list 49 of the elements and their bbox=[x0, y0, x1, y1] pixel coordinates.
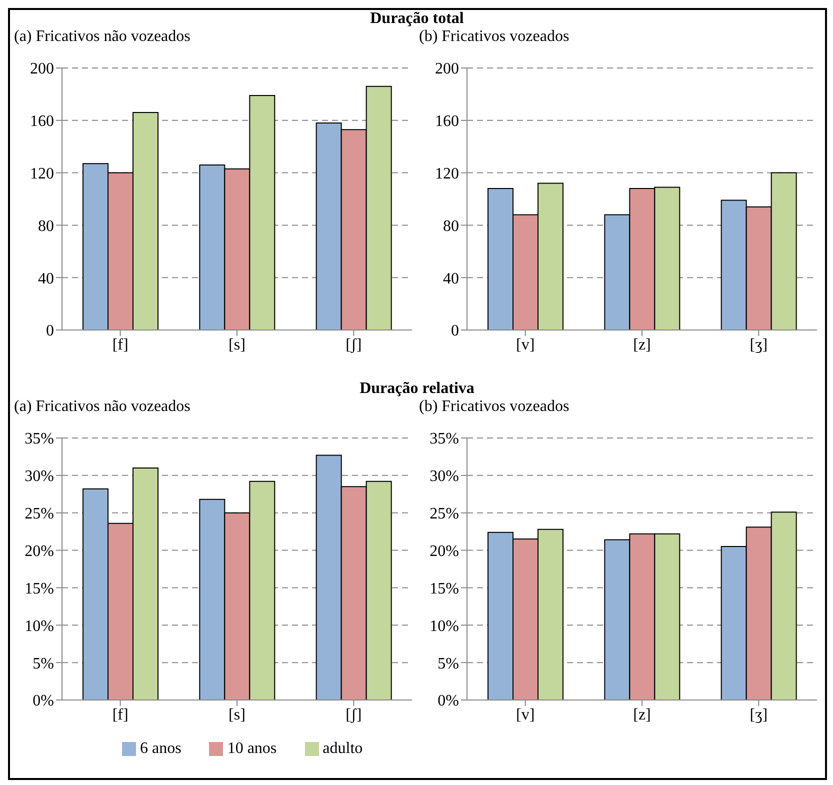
y-tick-label: 0 bbox=[451, 322, 459, 340]
chart-subtitle: (a) Fricativos não vozeados bbox=[14, 398, 190, 416]
x-tick-label: [s] bbox=[228, 336, 246, 354]
y-tick-label: 0% bbox=[438, 692, 459, 710]
y-tick-label: 120 bbox=[435, 165, 459, 182]
y-tick-label: 25% bbox=[430, 506, 459, 523]
x-tick-label: [ʃ] bbox=[346, 706, 362, 724]
y-tick-label: 20% bbox=[24, 542, 54, 560]
chart-title: Duração relativa bbox=[358, 380, 476, 398]
y-tick-label: 200 bbox=[30, 60, 54, 78]
chart-subtitle: (b) Fricativos vozeados bbox=[419, 28, 570, 46]
y-tick-label: 120 bbox=[30, 165, 54, 182]
y-tick-label: 0 bbox=[46, 322, 54, 340]
y-tick-label: 30% bbox=[430, 468, 459, 486]
y-tick-label: 35% bbox=[430, 430, 459, 448]
x-tick-label: [z] bbox=[633, 336, 651, 354]
x-tick-label: [ʒ] bbox=[750, 336, 768, 354]
y-tick-label: 40 bbox=[38, 270, 54, 288]
chart-subtitle: (a) Fricativos não vozeados bbox=[14, 28, 190, 46]
y-tick-label: 10% bbox=[430, 618, 459, 635]
y-tick-label: 15% bbox=[24, 580, 54, 598]
x-tick-label: [s] bbox=[228, 706, 246, 724]
y-tick-label: 80 bbox=[443, 218, 459, 235]
y-tick-label: 20% bbox=[430, 542, 459, 560]
y-tick-label: 35% bbox=[24, 430, 54, 448]
legend-label: adulto bbox=[322, 740, 363, 758]
y-tick-label: 0% bbox=[32, 692, 54, 710]
x-tick-label: [ʃ] bbox=[346, 336, 362, 354]
x-tick-label: [z] bbox=[633, 706, 651, 724]
x-tick-label: [f] bbox=[112, 336, 128, 354]
legend-label: 10 anos bbox=[227, 740, 277, 758]
chart-title: Duração total bbox=[369, 10, 465, 28]
y-tick-label: 200 bbox=[435, 60, 459, 78]
x-tick-label: [f] bbox=[112, 706, 128, 724]
y-tick-label: 15% bbox=[430, 580, 459, 598]
y-tick-label: 10% bbox=[24, 618, 54, 635]
legend-label: 6 anos bbox=[140, 740, 182, 758]
y-tick-label: 25% bbox=[24, 506, 54, 523]
y-tick-label: 40 bbox=[443, 270, 459, 288]
y-tick-label: 160 bbox=[30, 113, 54, 130]
y-tick-label: 80 bbox=[38, 218, 54, 235]
y-tick-label: 5% bbox=[438, 655, 459, 672]
x-tick-label: [v] bbox=[516, 336, 535, 354]
x-tick-label: [v] bbox=[516, 706, 535, 724]
x-tick-label: [ʒ] bbox=[750, 706, 768, 724]
y-tick-label: 5% bbox=[32, 655, 54, 672]
chart-subtitle: (b) Fricativos vozeados bbox=[419, 398, 570, 416]
y-tick-label: 160 bbox=[435, 113, 459, 130]
y-tick-label: 30% bbox=[24, 468, 54, 486]
